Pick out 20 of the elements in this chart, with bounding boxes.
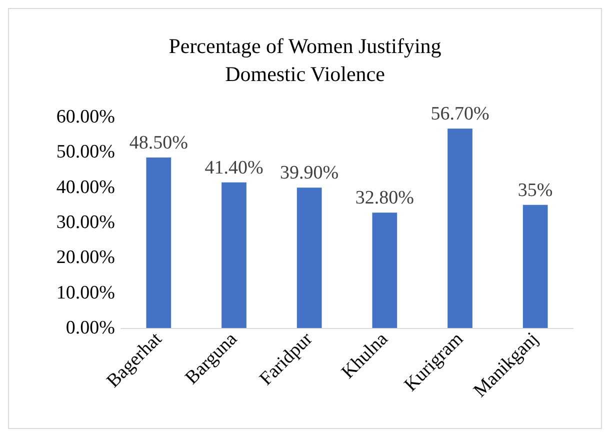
y-tick-label: 0.00% <box>66 318 116 338</box>
data-label: 41.40% <box>204 157 264 178</box>
bar <box>522 204 548 328</box>
y-tick-label: 60.00% <box>56 106 116 128</box>
data-label: 35% <box>518 180 553 201</box>
chart-title: Percentage of Women Justifying Domestic Violence <box>168 34 442 86</box>
y-tick-label: 20.00% <box>56 247 116 268</box>
bar <box>448 128 472 328</box>
y-tick-label: 50.00% <box>56 142 116 163</box>
y-tick-label: 40.00% <box>56 176 116 198</box>
bar <box>146 157 172 328</box>
bar <box>372 212 398 328</box>
data-label: 39.90% <box>280 162 339 184</box>
bar <box>222 182 246 328</box>
y-tick-label: 10.00% <box>56 282 116 304</box>
y-tick-label: 30.00% <box>56 212 116 233</box>
data-label: 56.70% <box>430 104 490 125</box>
data-label: 32.80% <box>355 188 414 209</box>
bar <box>296 188 322 328</box>
data-label: 48.50% <box>129 132 188 154</box>
